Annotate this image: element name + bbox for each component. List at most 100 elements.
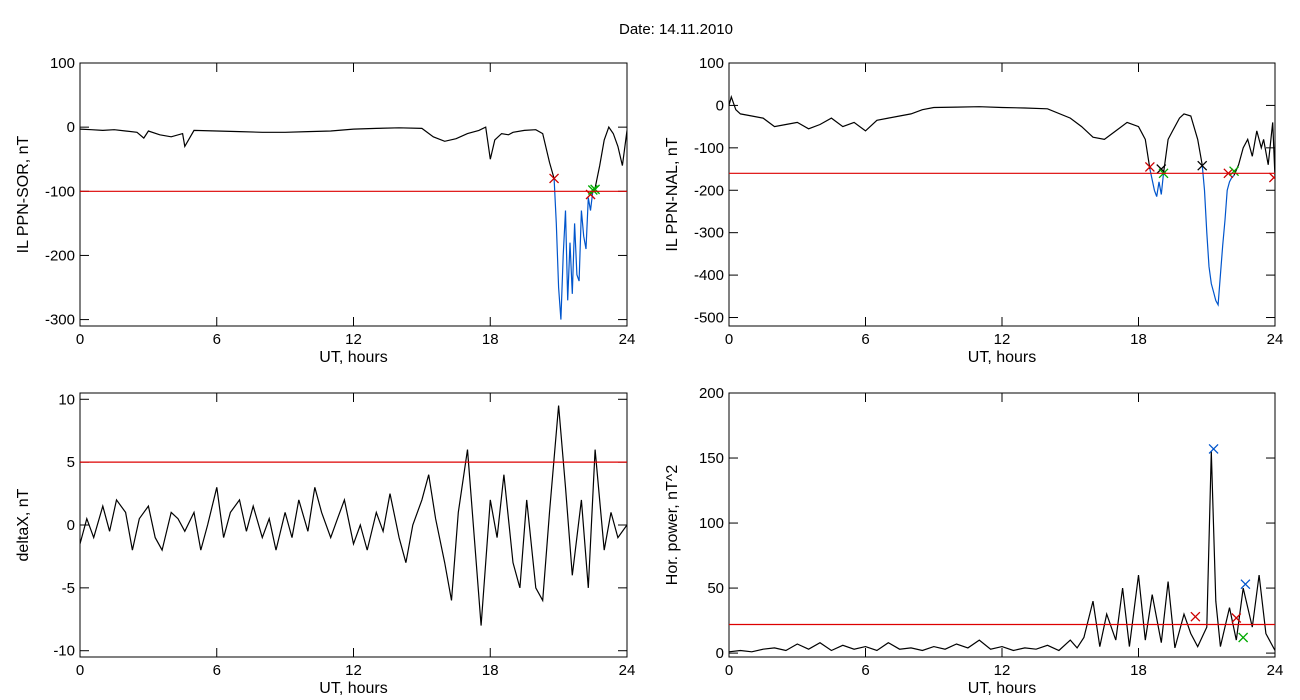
series-line (1233, 122, 1275, 178)
x-tick-label: 0 (725, 662, 733, 679)
y-tick-label: 0 (716, 97, 724, 114)
x-tick-label: 18 (1130, 662, 1147, 679)
marker-stroke (1144, 161, 1155, 172)
x-tick-label: 12 (345, 662, 362, 679)
marker-stroke (549, 173, 560, 184)
x-tick-label: 12 (994, 331, 1011, 348)
marker-stroke (1190, 611, 1201, 622)
event-marker (1240, 579, 1251, 590)
marker-stroke (590, 184, 601, 195)
series-line (594, 125, 627, 189)
plot-frame (79, 62, 628, 327)
panel-2: 0 6 12 18 24 -500 -400 -300 -200 -100 0 100 UT, hour… (664, 55, 1283, 366)
y-tick-label: -300 (45, 312, 75, 329)
x-axis-label: UT, hours (968, 349, 1036, 366)
x-tick-label: 6 (861, 331, 869, 348)
y-tick-label: 100 (699, 55, 724, 72)
x-tick-label: 24 (1267, 331, 1284, 348)
y-tick-label: -200 (45, 247, 75, 264)
y-tick-label: -300 (694, 225, 724, 242)
y-tick-label: -400 (694, 267, 724, 284)
y-tick-label: -10 (53, 643, 75, 660)
x-tick-label: 18 (1130, 331, 1147, 348)
event-marker (549, 173, 560, 184)
y-tick-label: -100 (45, 183, 75, 200)
y-axis-label: deltaX, nT (15, 488, 32, 561)
event-marker (1268, 172, 1275, 183)
y-tick-label: -100 (694, 140, 724, 157)
plot-area (80, 405, 627, 626)
x-tick-label: 18 (482, 662, 499, 679)
series-line (80, 126, 555, 179)
event-marker (1190, 611, 1201, 622)
event-marker (1231, 613, 1242, 623)
event-marker (1229, 166, 1240, 177)
y-axis-label: IL PPN-NAL, nT (664, 137, 681, 251)
y-tick-label: -5 (62, 580, 75, 597)
x-tick-label: 18 (482, 331, 499, 348)
x-axis-label: UT, hours (319, 680, 387, 697)
x-tick-label: 12 (345, 331, 362, 348)
panel-3: 0 6 12 18 24 -10 -5 0 5 10 UT, hours deltaX, nT (15, 391, 635, 697)
marker-stroke (587, 185, 598, 195)
x-tick-label: 0 (725, 331, 733, 348)
panel-1: 0 6 12 18 24 -300 -200 -100 0 100 UT, hours IL PPN-… (15, 55, 635, 366)
event-marker (1197, 160, 1208, 171)
series-line (1149, 168, 1165, 197)
y-tick-label: 100 (699, 515, 724, 532)
y-tick-label: 100 (50, 55, 75, 72)
plot-area (729, 94, 1275, 307)
y-tick-label: -500 (694, 310, 724, 327)
event-marker (590, 184, 601, 195)
marker-stroke (1238, 632, 1249, 643)
plot-frame (728, 392, 1276, 658)
marker-stroke (1156, 164, 1167, 175)
series-line (1201, 164, 1235, 307)
x-tick-label: 6 (213, 331, 221, 348)
x-tick-label: 6 (861, 662, 869, 679)
x-tick-label: 24 (1267, 662, 1284, 679)
plot-area (80, 125, 627, 320)
x-tick-label: 0 (76, 662, 84, 679)
marker-stroke (1208, 443, 1219, 454)
event-marker (1144, 161, 1155, 172)
event-marker (1238, 632, 1249, 643)
event-marker (1208, 443, 1219, 454)
figure-title: Date: 14.11.2010 (619, 21, 733, 38)
series-line (80, 405, 627, 626)
x-tick-label: 0 (76, 331, 84, 348)
x-tick-label: 12 (994, 662, 1011, 679)
y-tick-label: 0 (67, 119, 75, 136)
plot-area (729, 443, 1275, 653)
marker-stroke (1240, 579, 1251, 590)
x-axis-label: UT, hours (319, 349, 387, 366)
panel-4: 0 6 12 18 24 0 50 100 150 200 UT, hours Hor. power,… (664, 385, 1283, 697)
y-tick-label: 200 (699, 385, 724, 402)
y-tick-label: 5 (67, 454, 75, 471)
y-tick-label: 0 (716, 645, 724, 662)
series-line (553, 178, 596, 320)
series-line (729, 451, 1275, 653)
y-tick-label: 50 (707, 580, 724, 597)
x-tick-label: 24 (619, 331, 636, 348)
y-tick-label: 150 (699, 450, 724, 467)
series-line (729, 94, 1151, 170)
y-axis-label: IL PPN-SOR, nT (15, 135, 32, 253)
y-tick-label: -200 (694, 182, 724, 199)
marker-stroke (1197, 160, 1208, 171)
x-tick-label: 6 (213, 662, 221, 679)
event-marker (587, 185, 598, 195)
marker-stroke (1229, 166, 1240, 177)
x-tick-label: 24 (619, 662, 636, 679)
series-line (1162, 113, 1203, 174)
plot-frame (728, 62, 1276, 327)
marker-stroke (1268, 175, 1275, 183)
y-tick-label: 0 (67, 517, 75, 534)
plot-frame (79, 392, 628, 658)
marker-stroke (1231, 613, 1242, 623)
x-axis-label: UT, hours (968, 680, 1036, 697)
y-axis-label: Hor. power, nT^2 (664, 465, 681, 586)
y-tick-label: 10 (58, 391, 75, 408)
